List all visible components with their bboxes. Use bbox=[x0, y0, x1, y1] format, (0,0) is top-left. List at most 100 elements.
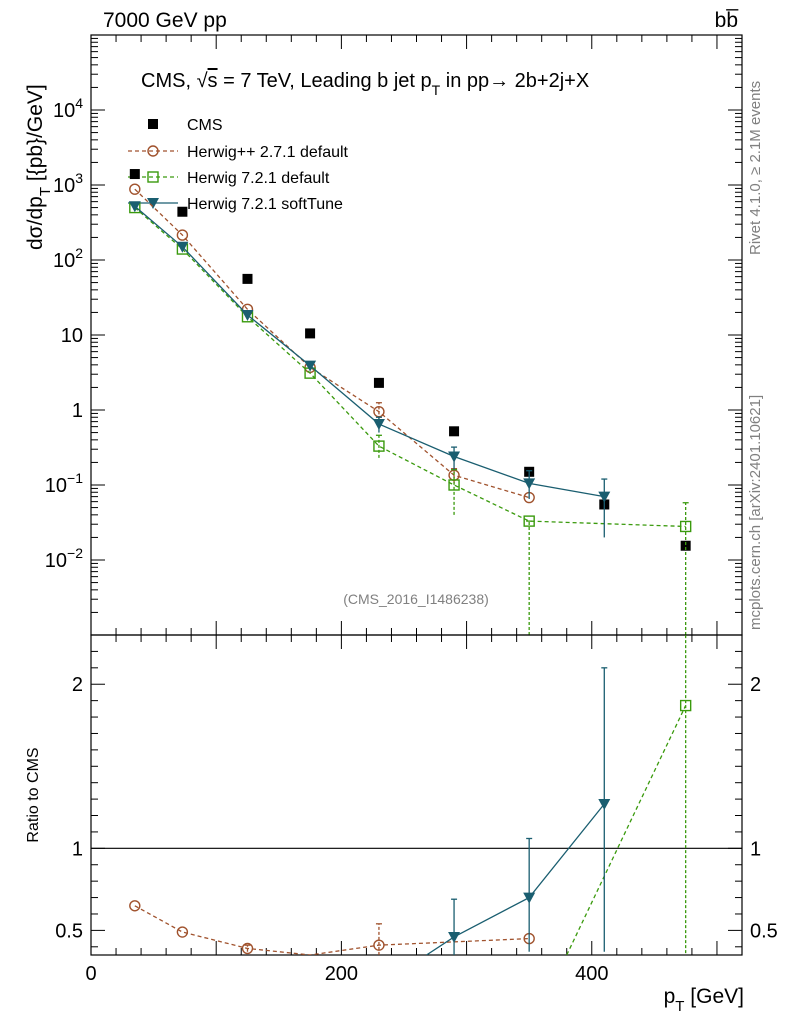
series-herwig-7-2-1-default bbox=[129, 201, 692, 635]
main-ytick-label: 104 bbox=[53, 95, 83, 122]
ratio-point bbox=[129, 900, 141, 912]
title-part-b: = 7 TeV, Leading b jet p bbox=[218, 70, 432, 92]
series-line bbox=[134, 205, 605, 498]
series-line bbox=[134, 188, 530, 499]
main-ytick-label: 10 bbox=[61, 325, 83, 347]
data-point bbox=[680, 540, 691, 551]
main-ytick-label: 10−1 bbox=[45, 470, 83, 497]
main-ytick-label: 102 bbox=[53, 245, 83, 272]
data-point bbox=[177, 206, 188, 217]
ratio-point bbox=[679, 699, 692, 712]
rivet-label: Rivet 4.1.0, ≥ 2.1M events bbox=[747, 81, 764, 255]
data-point bbox=[523, 478, 536, 490]
series-herwig-2-7-1-default bbox=[129, 183, 535, 504]
data-point bbox=[176, 229, 189, 241]
ytick-base: 10 bbox=[45, 475, 67, 497]
ratio-ytick-label-right: 2 bbox=[750, 674, 761, 696]
legend-marker bbox=[147, 198, 159, 209]
ratio-series-herwig-7-2-1-softtune bbox=[426, 667, 611, 955]
header-right: bb̅ bbox=[715, 9, 740, 32]
ytick-exp: 4 bbox=[75, 95, 83, 111]
ratio-ylabel: Ratio to CMS bbox=[25, 747, 42, 842]
title-sub: T bbox=[432, 82, 441, 98]
ratio-series-herwig-7-2-1-default bbox=[566, 635, 692, 955]
ytick-exp: −2 bbox=[67, 545, 83, 561]
title-s: s bbox=[208, 70, 218, 92]
ratio-point bbox=[176, 926, 189, 938]
title-part-c: in pp→ 2b+2j+X bbox=[440, 70, 589, 92]
data-point bbox=[129, 183, 141, 195]
title-sqrt: √ bbox=[197, 70, 208, 92]
main-ytick-label: 1 bbox=[72, 400, 83, 422]
data-point bbox=[679, 520, 692, 533]
ratio-ticks bbox=[90, 634, 743, 955]
series-line bbox=[134, 207, 686, 528]
ratio-point bbox=[241, 942, 254, 955]
legend-label: Herwig++ 2.7.1 default bbox=[187, 144, 349, 161]
data-point bbox=[305, 328, 316, 339]
legend-entry: CMS bbox=[148, 117, 223, 134]
data-point bbox=[241, 309, 254, 321]
data-point bbox=[449, 426, 460, 437]
data-point bbox=[373, 377, 384, 388]
ylabel-a: dσ/dp bbox=[24, 196, 47, 250]
ylabel-b: [{pb}/GeV] bbox=[24, 84, 47, 187]
legend-label: Herwig 7.2.1 default bbox=[187, 170, 330, 187]
ratio-tick-labels: 0.5 0.5 1 1 2 2 0 200 400 bbox=[55, 674, 778, 985]
data-point bbox=[448, 451, 461, 463]
xtick-label: 0 bbox=[85, 963, 96, 985]
ratio-point bbox=[523, 892, 536, 904]
x-axis-label: pT [GeV] bbox=[664, 985, 744, 1015]
series-herwig-7-2-1-softtune bbox=[128, 201, 611, 538]
ratio-ytick-label: 0.5 bbox=[55, 920, 83, 942]
ytick-exp: 3 bbox=[75, 170, 83, 186]
ratio-series bbox=[129, 635, 692, 955]
ratio-line bbox=[134, 905, 530, 955]
mcplots-label: mcplots.cern.ch [arXiv:2401.10621] bbox=[747, 395, 764, 630]
legend-marker bbox=[148, 119, 158, 129]
xtick-label: 200 bbox=[325, 963, 358, 985]
data-point bbox=[128, 201, 141, 213]
ratio-ytick-label: 1 bbox=[72, 838, 83, 860]
ratio-series-clipped bbox=[129, 635, 692, 955]
ratio-ytick-label: 2 bbox=[72, 674, 83, 696]
ratio-ytick-label-right: 0.5 bbox=[750, 920, 778, 942]
ratio-plot-frame bbox=[90, 634, 743, 956]
ratio-line bbox=[426, 803, 605, 955]
xtick-label: 400 bbox=[575, 963, 608, 985]
ratio-point bbox=[373, 939, 385, 951]
ytick-base: 10 bbox=[53, 250, 75, 272]
main-ytick-label: 103 bbox=[53, 170, 83, 197]
ratio-point bbox=[598, 799, 611, 811]
data-point bbox=[176, 241, 189, 253]
main-title: CMS, √s = 7 TeV, Leading b jet pT in pp→… bbox=[141, 70, 589, 98]
ytick-exp: −1 bbox=[67, 470, 83, 486]
legend-label: Herwig 7.2.1 softTune bbox=[187, 196, 343, 213]
ytick-base: 10 bbox=[53, 175, 75, 197]
data-point bbox=[129, 169, 140, 180]
ytick-base: 10 bbox=[61, 325, 83, 347]
legend-entry: Herwig++ 2.7.1 default bbox=[128, 144, 349, 161]
ytick-exp: 2 bbox=[75, 245, 83, 261]
data-point bbox=[523, 515, 535, 527]
ytick-base: 10 bbox=[53, 100, 75, 122]
ylabel-sub: T bbox=[37, 187, 54, 196]
data-point bbox=[304, 360, 317, 372]
data-point bbox=[373, 440, 385, 452]
xlabel-a: p bbox=[664, 985, 676, 1008]
legend-marker bbox=[147, 171, 159, 183]
legend-entry: Herwig 7.2.1 softTune bbox=[128, 196, 343, 213]
ratio-ytick-label-right: 1 bbox=[750, 838, 761, 860]
ratio-series-herwig-2-7-1-default bbox=[129, 900, 535, 955]
data-point bbox=[372, 419, 385, 431]
xlabel-b: [GeV] bbox=[684, 985, 744, 1008]
xlabel-sub: T bbox=[675, 998, 684, 1015]
ratio-line bbox=[566, 705, 687, 955]
legend: CMS Herwig++ 2.7.1 default Herwig 7.2.1 de… bbox=[128, 117, 349, 213]
main-ytick-label: 10−2 bbox=[45, 545, 83, 572]
ytick-base: 10 bbox=[45, 550, 67, 572]
legend-marker bbox=[147, 145, 159, 157]
data-point bbox=[448, 479, 460, 491]
main-ylabel: dσ/dpT [{pb}/GeV] bbox=[24, 84, 54, 250]
